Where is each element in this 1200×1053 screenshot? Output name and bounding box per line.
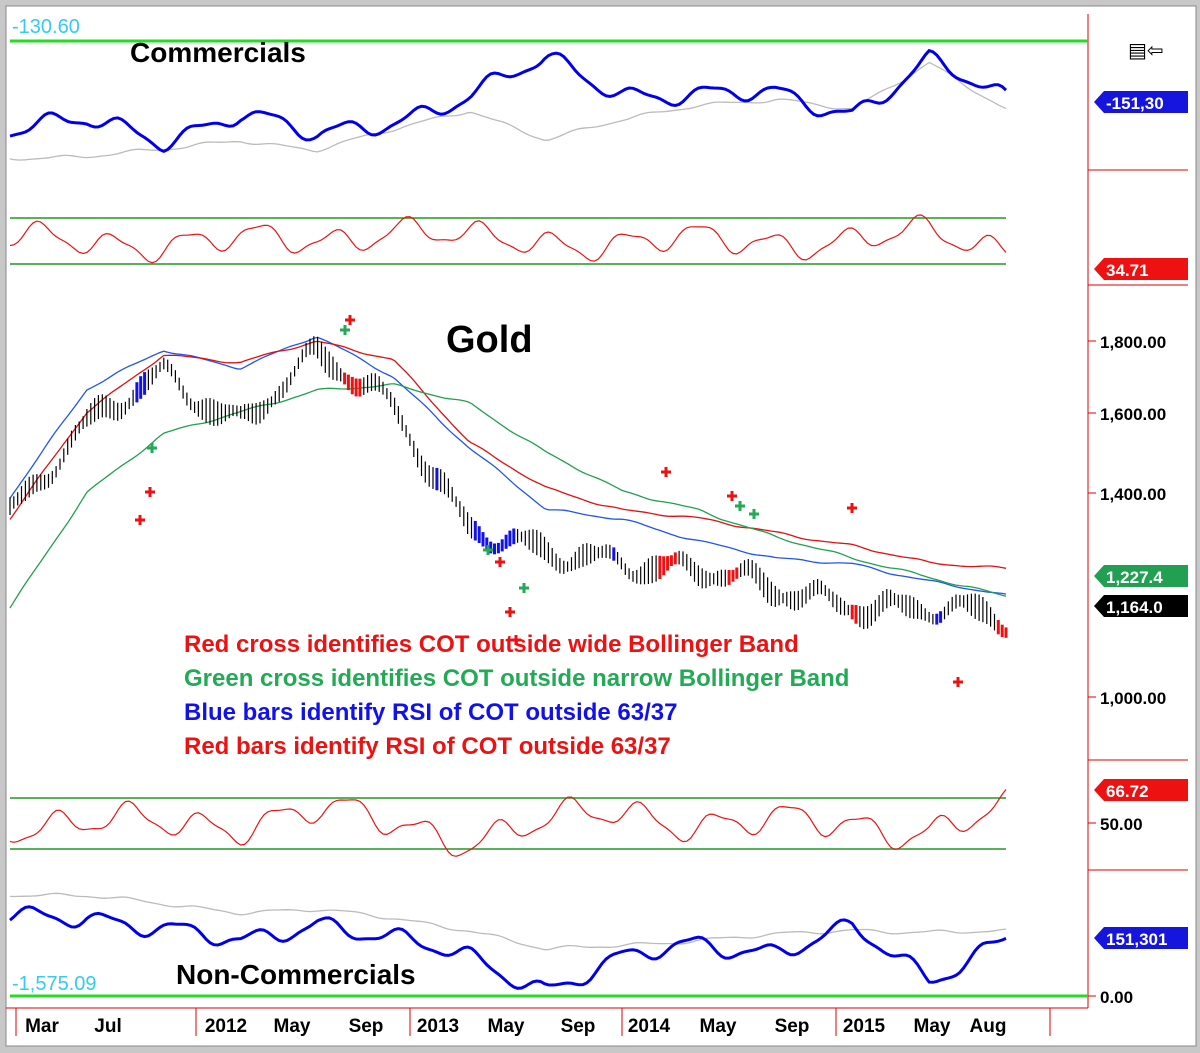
rsi2-series-line — [9, 789, 1007, 857]
x-tick-label: May — [488, 1016, 525, 1037]
noncommercials-band-line — [9, 892, 1007, 951]
signal-cross — [147, 443, 157, 453]
commercials-band-line — [9, 61, 1007, 161]
signal-cross — [735, 501, 745, 511]
y-tick-1400: 1,400.00 — [1100, 485, 1166, 504]
flag-gold-text: 1,164.0 — [1106, 598, 1163, 617]
x-tick-label: Sep — [775, 1016, 810, 1037]
flag-rsi2-last: 66.72 — [1094, 779, 1188, 801]
commercials-title: Commercials — [130, 37, 306, 68]
x-tick-label: 2013 — [417, 1016, 459, 1037]
flag-rsi2-text: 66.72 — [1106, 782, 1149, 801]
flag-gold-last: 1,164.0 — [1094, 595, 1188, 617]
y-tick-0: 0.00 — [1100, 988, 1133, 1007]
signal-cross — [519, 583, 529, 593]
signal-cross — [511, 635, 521, 645]
flag-bollinger-text: 1,227.4 — [1106, 568, 1163, 587]
flag-noncommercials-last: 151,301 — [1094, 927, 1188, 949]
x-tick-label: Mar — [25, 1016, 59, 1037]
x-tick-label: 2014 — [628, 1016, 671, 1037]
bollinger-upper-line — [9, 336, 1007, 595]
flag-commercials-text: -151,30 — [1106, 94, 1164, 113]
signal-cross — [749, 509, 759, 519]
noncommercials-series-line — [9, 905, 1007, 990]
annotation-red-bars: Red bars identify RSI of COT outside 63/… — [184, 733, 671, 760]
x-tick-label: Sep — [349, 1016, 384, 1037]
annotation-green-cross: Green cross identifies COT outside narro… — [184, 665, 849, 692]
x-tick-label: May — [914, 1016, 951, 1037]
signal-cross — [345, 315, 355, 325]
gold-title: Gold — [446, 319, 533, 361]
flag-commercials-last: -151,30 — [1094, 91, 1188, 113]
x-tick-label: 2015 — [843, 1016, 886, 1037]
signal-cross — [505, 607, 515, 617]
rsi1-series-line — [9, 214, 1007, 264]
x-tick-label: May — [700, 1016, 737, 1037]
commercials-top-scale: -130.60 — [12, 16, 80, 38]
signal-cross — [727, 491, 737, 501]
moving-average-line — [9, 340, 1007, 569]
commercials-series-line — [9, 48, 1008, 154]
noncommercials-bottom-scale: -1,575.09 — [12, 973, 97, 995]
x-tick-label: 2012 — [205, 1016, 247, 1037]
signal-cross — [847, 503, 857, 513]
signal-cross — [495, 557, 505, 567]
x-tick-label: May — [274, 1016, 311, 1037]
flag-bollinger-last: 1,227.4 — [1094, 565, 1188, 587]
signal-cross — [145, 487, 155, 497]
x-tick-label: Aug — [970, 1016, 1007, 1037]
collapse-icon[interactable]: ▤⇦ — [1128, 40, 1164, 62]
x-tick-label: Jul — [94, 1016, 121, 1037]
y-tick-1000: 1,000.00 — [1100, 689, 1166, 708]
signal-cross — [483, 545, 493, 555]
noncommercials-title: Non-Commercials — [176, 959, 416, 990]
signal-cross — [135, 515, 145, 525]
signal-cross — [661, 467, 671, 477]
signal-cross — [340, 325, 350, 335]
y-tick-1600: 1,600.00 — [1100, 405, 1166, 424]
annotation-blue-bars: Blue bars identify RSI of COT outside 63… — [184, 699, 677, 726]
flag-rsi1-last: 34.71 — [1094, 258, 1188, 280]
annotation-red-cross: Red cross identifies COT outside wide Bo… — [184, 631, 799, 658]
x-tick-label: Sep — [561, 1016, 596, 1037]
long-average-line — [9, 383, 1007, 609]
y-tick-1800: 1,800.00 — [1100, 333, 1166, 352]
flag-rsi1-text: 34.71 — [1106, 261, 1149, 280]
flag-noncommercials-text: 151,301 — [1106, 930, 1167, 949]
y-tick-50: 50.00 — [1100, 815, 1143, 834]
signal-cross — [953, 677, 963, 687]
